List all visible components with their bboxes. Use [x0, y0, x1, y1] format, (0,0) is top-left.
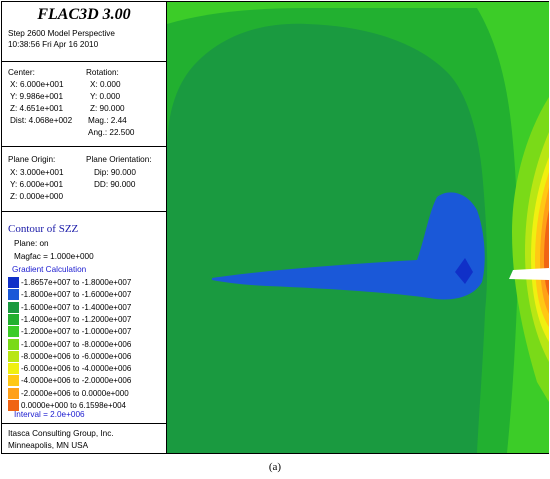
- contour-band: [212, 192, 485, 300]
- view-angle: Ang.: 22.500: [88, 128, 135, 137]
- plane-origin-z: Z: 0.000e+000: [10, 192, 64, 201]
- legend-label: -1.0000e+007 to -8.0000e+006: [21, 339, 132, 349]
- legend-swatch: [8, 375, 19, 387]
- legend-swatch: [8, 350, 19, 362]
- plane-orientation-label: Plane Orientation:: [86, 155, 152, 164]
- legend-label: -2.0000e+006 to 0.0000e+000: [21, 388, 129, 398]
- divider: [2, 61, 166, 62]
- legend-swatch: [8, 363, 19, 375]
- distance: Dist: 4.068e+002: [10, 116, 73, 125]
- plane-on-label: Plane: on: [14, 239, 49, 248]
- legend-swatch: [8, 338, 19, 350]
- legend-label: -1.2000e+007 to -1.0000e+007: [21, 327, 132, 337]
- rotation-x: X: 0.000: [90, 80, 121, 89]
- legend-label: -6.0000e+006 to -4.0000e+006: [21, 364, 132, 374]
- divider: [2, 423, 166, 424]
- contour-band: [455, 258, 473, 284]
- contour-band: [509, 268, 549, 280]
- magfac-label: Magfac = 1.000e+000: [14, 252, 94, 261]
- app-title: FLAC3D 3.00: [37, 6, 131, 23]
- flac3d-figure: FLAC3D 3.00 Step 2600 Model Perspective …: [1, 1, 549, 454]
- legend-label: -1.8657e+007 to -1.8000e+007: [21, 278, 132, 287]
- contour-band: [167, 23, 488, 453]
- figure-caption: (a): [268, 461, 282, 473]
- rotation-y: Y: 0.000: [90, 92, 121, 101]
- step-line: Step 2600 Model Perspective: [8, 29, 115, 38]
- gradient-label: Gradient Calculation: [12, 265, 87, 274]
- legend-swatch: [8, 277, 19, 288]
- company-label: Itasca Consulting Group, Inc.: [8, 429, 114, 438]
- plane-origin-y: Y: 6.000e+001: [10, 180, 64, 189]
- legend-label: -1.4000e+007 to -1.2000e+007: [21, 314, 132, 324]
- legend-label: -1.8000e+007 to -1.6000e+007: [21, 290, 132, 300]
- legend-swatch: [8, 387, 19, 399]
- info-panel: FLAC3D 3.00 Step 2600 Model Perspective …: [2, 2, 167, 453]
- plane-dip-direction: DD: 90.000: [94, 180, 136, 189]
- legend-swatch: [8, 400, 19, 411]
- legend-swatch: [8, 313, 19, 325]
- rotation-z: Z: 90.000: [90, 104, 125, 113]
- contour-title: Contour of SZZ: [8, 223, 79, 235]
- divider: [2, 146, 166, 147]
- legend-label: -4.0000e+006 to -2.0000e+006: [21, 376, 132, 386]
- plane-origin-label: Plane Origin:: [8, 155, 56, 164]
- legend-swatch: [8, 301, 19, 313]
- center-y: Y: 9.986e+001: [10, 92, 64, 101]
- legend-label: -1.6000e+007 to -1.4000e+007: [21, 302, 132, 312]
- legend-label: -8.0000e+006 to -6.0000e+006: [21, 351, 132, 361]
- legend-label: 0.0000e+000 to 6.1598e+004: [21, 401, 126, 410]
- center-label: Center:: [8, 68, 35, 77]
- center-x: X: 6.000e+001: [10, 80, 64, 89]
- plane-origin-x: X: 3.000e+001: [10, 168, 64, 177]
- rotation-label: Rotation:: [86, 68, 119, 77]
- interval-label: Interval = 2.0e+006: [14, 410, 85, 419]
- magnification: Mag.: 2.44: [88, 116, 127, 125]
- legend-swatch: [8, 326, 19, 338]
- contour-plot: [167, 2, 549, 453]
- timestamp: 10:38:56 Fri Apr 16 2010: [8, 40, 99, 49]
- plane-dip: Dip: 90.000: [94, 168, 136, 177]
- divider: [2, 211, 166, 212]
- center-z: Z: 4.651e+001: [10, 104, 64, 113]
- location-label: Minneapolis, MN USA: [8, 441, 89, 450]
- legend-swatch: [8, 289, 19, 301]
